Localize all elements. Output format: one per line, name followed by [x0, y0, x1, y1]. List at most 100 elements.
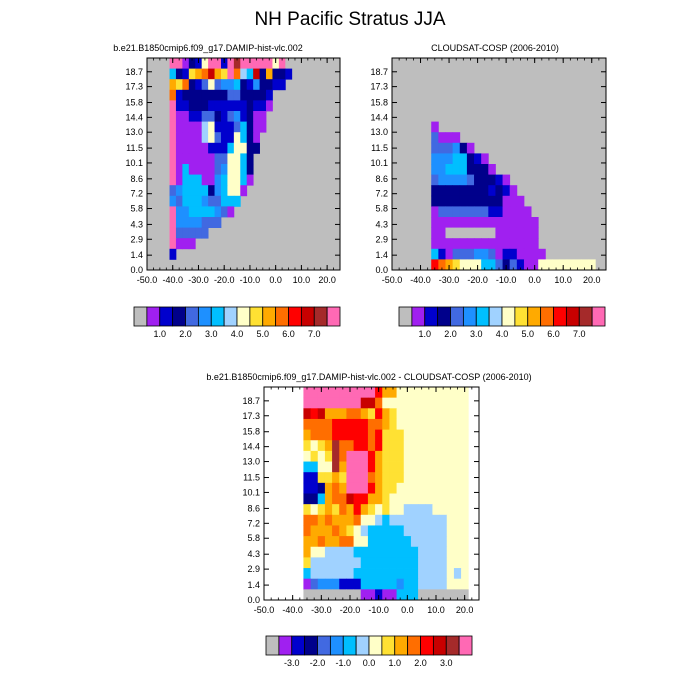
- heatmap-cell: [432, 525, 440, 537]
- heatmap-cell: [188, 227, 196, 239]
- heatmap-cell: [353, 546, 362, 558]
- heatmap-cell: [303, 546, 311, 558]
- heatmap-cell: [466, 227, 475, 239]
- heatmap-cell: [375, 429, 383, 441]
- heatmap-cell: [439, 504, 448, 516]
- heatmap-cell: [317, 589, 326, 601]
- heatmap-cell: [453, 482, 462, 494]
- heatmap-cell: [502, 259, 511, 271]
- heatmap-cell: [488, 206, 496, 218]
- y-tick-label: 2.9: [130, 234, 143, 244]
- heatmap-cell: [375, 568, 383, 580]
- heatmap-cell: [403, 504, 412, 516]
- heatmap-cell: [466, 153, 475, 165]
- x-tick-label: -30.0: [311, 605, 332, 615]
- heatmap-cell: [188, 142, 196, 154]
- heatmap-cell: [389, 568, 397, 580]
- heatmap-cell: [310, 440, 319, 452]
- heatmap-cell: [446, 387, 455, 399]
- x-tick-label: 10.0: [427, 605, 445, 615]
- heatmap-cell: [481, 238, 489, 250]
- heatmap-cell: [446, 525, 455, 537]
- colorbar-swatch: [553, 306, 567, 327]
- heatmap-cell: [324, 429, 333, 441]
- heatmap-cell: [346, 493, 354, 505]
- heatmap-cell: [418, 461, 426, 473]
- heatmap-cell: [418, 387, 426, 399]
- colorbar-label: 7.0: [573, 329, 586, 339]
- heatmap-cell: [303, 461, 311, 473]
- heatmap-cell: [169, 111, 177, 122]
- heatmap-cell: [516, 259, 525, 271]
- heatmap-cell: [310, 546, 319, 558]
- heatmap-cell: [272, 68, 280, 80]
- heatmap-cell: [375, 546, 383, 558]
- y-tick-label: 15.8: [242, 427, 260, 437]
- heatmap-cell: [445, 217, 454, 228]
- heatmap-cell: [453, 589, 462, 601]
- heatmap-cell: [509, 195, 518, 207]
- heatmap-cell: [432, 397, 440, 409]
- heatmap-cell: [523, 248, 532, 260]
- heatmap-cell: [169, 195, 177, 207]
- heatmap-cell: [175, 68, 183, 80]
- heatmap-cell: [389, 397, 397, 409]
- heatmap-cell: [169, 248, 177, 260]
- heatmap-cell: [531, 259, 539, 271]
- panel-title-cloudsat: CLOUDSAT-COSP (2006-2010): [431, 43, 559, 53]
- heatmap-cell: [195, 89, 203, 101]
- heatmap-cell: [195, 185, 203, 197]
- heatmap-cell: [495, 195, 503, 207]
- heatmap-cell: [182, 238, 190, 250]
- heatmap-cell: [332, 387, 340, 399]
- heatmap-cell: [169, 121, 177, 133]
- heatmap-cell: [346, 589, 354, 601]
- heatmap-cell: [453, 418, 462, 430]
- heatmap-cell: [531, 217, 539, 228]
- heatmap-cell: [453, 525, 462, 537]
- heatmap-cell: [317, 514, 326, 526]
- heatmap-cell: [175, 185, 183, 197]
- heatmap-cell: [360, 589, 369, 601]
- heatmap-cell: [360, 429, 369, 441]
- heatmap-cell: [431, 248, 439, 260]
- heatmap-cell: [481, 195, 489, 207]
- heatmap-cell: [175, 100, 183, 112]
- colorbar-swatch: [326, 306, 341, 327]
- heatmap-cell: [488, 185, 496, 197]
- heatmap-cell: [375, 557, 383, 569]
- heatmap-cell: [182, 142, 190, 154]
- heatmap-cell: [396, 504, 405, 516]
- colorbar-swatch: [450, 306, 464, 327]
- heatmap-cell: [339, 525, 347, 537]
- heatmap-cell: [452, 164, 461, 175]
- colorbar-swatch: [514, 306, 529, 327]
- colorbar-difference: -3.0 -2.0 -1.0 0.0 1.0 2.0 3.0: [265, 635, 473, 668]
- colorbar-swatch: [432, 635, 447, 656]
- heatmap-cell: [410, 578, 419, 590]
- heatmap-cell: [175, 111, 183, 122]
- heatmap-cell: [403, 493, 412, 505]
- heatmap-cell: [425, 387, 433, 399]
- heatmap-cell: [410, 514, 419, 526]
- heatmap-cell: [461, 408, 469, 420]
- heatmap-cell: [461, 450, 469, 462]
- heatmap-cell: [502, 174, 511, 186]
- heatmap-cell: [488, 174, 496, 186]
- heatmap-cell: [403, 472, 412, 484]
- heatmap-cell: [332, 429, 340, 441]
- heatmap-cell: [182, 132, 190, 144]
- heatmap-cell: [474, 217, 482, 228]
- heatmap-cell: [432, 493, 440, 505]
- heatmap-cell: [303, 450, 311, 462]
- heatmap-cell: [339, 589, 347, 601]
- heatmap-cell: [182, 195, 190, 207]
- heatmap-cell: [396, 482, 405, 494]
- heatmap-cell: [303, 578, 311, 590]
- heatmap-cell: [439, 450, 448, 462]
- colorbar-swatch: [304, 635, 318, 656]
- y-tick-label: 14.4: [125, 112, 143, 122]
- heatmap-cell: [201, 206, 209, 218]
- heatmap-cell: [175, 79, 183, 91]
- heatmap-cell: [446, 461, 455, 473]
